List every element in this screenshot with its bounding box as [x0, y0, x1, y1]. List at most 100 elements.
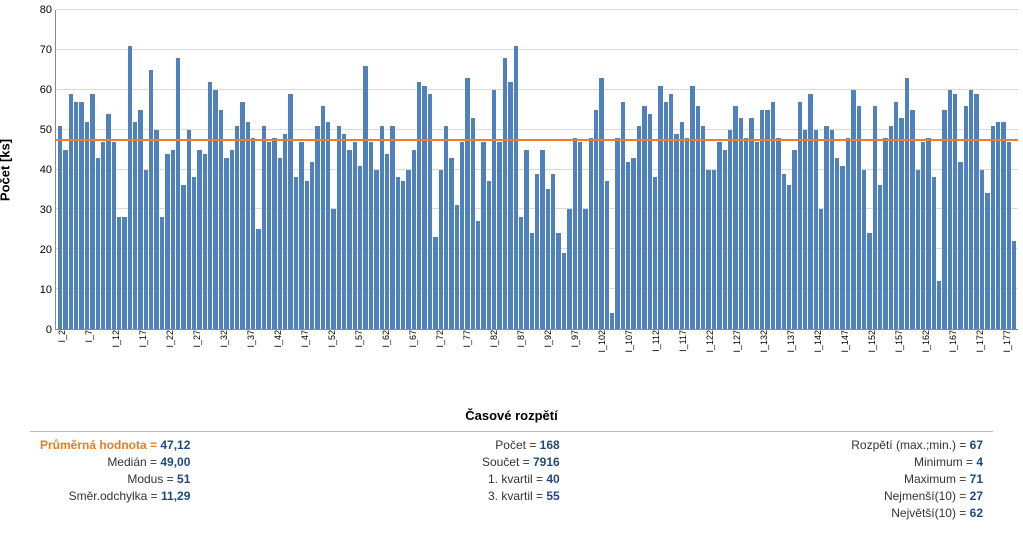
x-tick: I_162: [921, 330, 931, 353]
bar: [267, 142, 271, 329]
x-tick: I_107: [624, 330, 634, 353]
stat-label: Součet =: [482, 455, 533, 469]
bar: [476, 221, 480, 329]
bar: [556, 233, 560, 329]
bar: [246, 122, 250, 329]
x-tick: I_52: [327, 330, 337, 348]
bar: [846, 138, 850, 329]
bar: [771, 102, 775, 329]
bar: [165, 154, 169, 329]
bar: [213, 90, 217, 329]
stat-row: Maximum = 71: [851, 472, 983, 486]
bar: [540, 150, 544, 329]
bar: [626, 162, 630, 329]
y-tick: 0: [46, 324, 52, 336]
bar: [396, 177, 400, 329]
bar: [428, 94, 432, 329]
bar: [465, 78, 469, 329]
bar: [363, 66, 367, 329]
bar: [824, 126, 828, 329]
bar: [948, 90, 952, 329]
bar: [787, 185, 791, 329]
stat-label: Minimum =: [914, 455, 976, 469]
bar: [251, 138, 255, 329]
x-tick: I_147: [840, 330, 850, 353]
bar: [347, 150, 351, 329]
x-tick: I_72: [435, 330, 445, 348]
x-tick: I_77: [462, 330, 472, 348]
bar: [658, 86, 662, 329]
bar: [819, 209, 823, 329]
bar: [508, 82, 512, 329]
stat-row: 3. kvartil = 55: [482, 489, 560, 503]
stat-value: 62: [970, 506, 983, 520]
stat-value: 51: [177, 472, 190, 486]
stat-value: 11,29: [161, 489, 190, 503]
x-tick: I_132: [759, 330, 769, 353]
stat-value: 47,12: [160, 438, 190, 452]
bar: [830, 130, 834, 329]
x-tick: I_27: [192, 330, 202, 348]
x-tick: I_12: [111, 330, 121, 348]
x-tick: I_112: [651, 330, 661, 352]
y-tick: 60: [40, 84, 52, 96]
bar: [755, 142, 759, 329]
stat-label: 3. kvartil =: [488, 489, 546, 503]
bar: [128, 46, 132, 329]
x-tick: I_32: [219, 330, 229, 348]
bar: [648, 114, 652, 329]
bar: [492, 90, 496, 329]
bar: [422, 86, 426, 329]
bar: [149, 70, 153, 329]
bar: [899, 118, 903, 329]
bar: [573, 138, 577, 329]
bar: [337, 126, 341, 329]
bar: [760, 110, 764, 329]
bar: [905, 78, 909, 329]
y-tick: 50: [40, 124, 52, 136]
bar: [851, 90, 855, 329]
bar: [631, 158, 635, 329]
bar: [74, 102, 78, 329]
bar: [974, 94, 978, 329]
y-tick: 10: [40, 284, 52, 296]
bar: [278, 158, 282, 329]
bar: [916, 170, 920, 330]
bar: [894, 102, 898, 329]
bar: [637, 126, 641, 329]
x-tick: I_57: [354, 330, 364, 348]
stat-label: Průměrná hodnota =: [40, 438, 160, 452]
bar: [599, 78, 603, 329]
stat-row: Průměrná hodnota = 47,12: [40, 438, 190, 452]
bar: [524, 150, 528, 329]
bar: [69, 94, 73, 329]
bar: [326, 122, 330, 329]
bar: [171, 150, 175, 329]
bar: [112, 142, 116, 329]
bar: [519, 217, 523, 329]
stat-row: Nejmenší(10) = 27: [851, 489, 983, 503]
stat-row: Počet = 168: [482, 438, 560, 452]
x-tick: I_142: [813, 330, 823, 353]
bar: [390, 126, 394, 329]
bar: [685, 138, 689, 329]
bar: [835, 158, 839, 329]
x-axis-label: Časové rozpětí: [0, 408, 1023, 423]
x-tick: I_172: [975, 330, 985, 353]
bars-container: [58, 10, 1016, 329]
bar: [744, 138, 748, 329]
bar: [433, 237, 437, 329]
y-tick: 30: [40, 204, 52, 216]
x-tick: I_122: [705, 330, 715, 353]
bar: [589, 138, 593, 329]
bar: [937, 281, 941, 329]
bar: [294, 177, 298, 329]
x-tick: I_37: [246, 330, 256, 348]
stat-value: 67: [970, 438, 983, 452]
x-tick: I_102: [597, 330, 607, 353]
bar: [610, 313, 614, 329]
bar: [953, 94, 957, 329]
bar: [63, 150, 67, 329]
bar: [883, 138, 887, 329]
stat-row: Rozpětí (max.;min.) = 67: [851, 438, 983, 452]
